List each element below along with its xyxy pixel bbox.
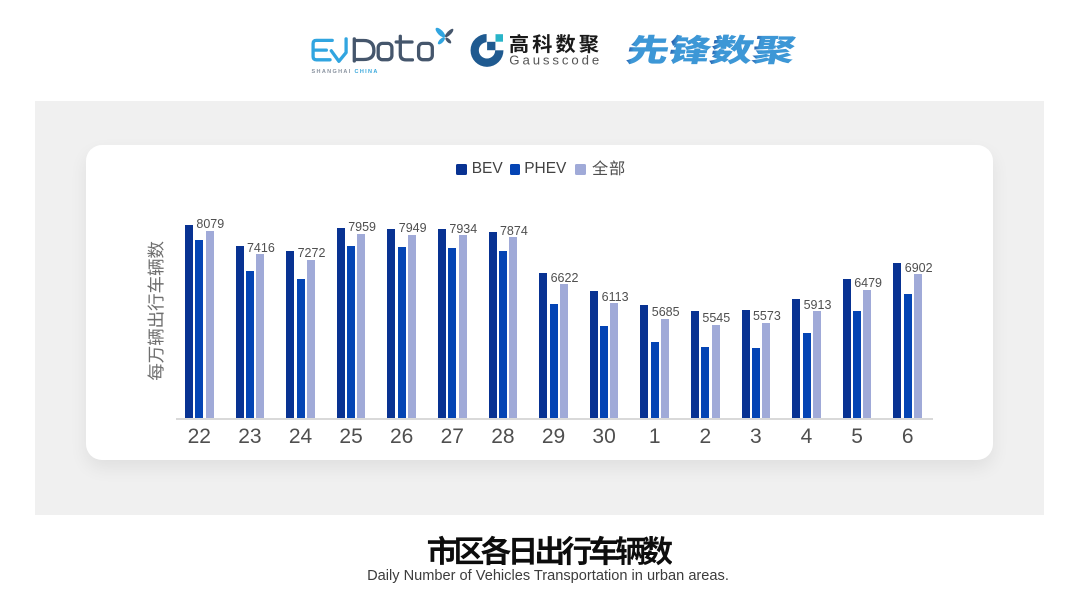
svg-text:SHANGHAI CHINA: SHANGHAI CHINA [312,69,379,75]
svg-text:Gausscode: Gausscode [509,53,602,68]
